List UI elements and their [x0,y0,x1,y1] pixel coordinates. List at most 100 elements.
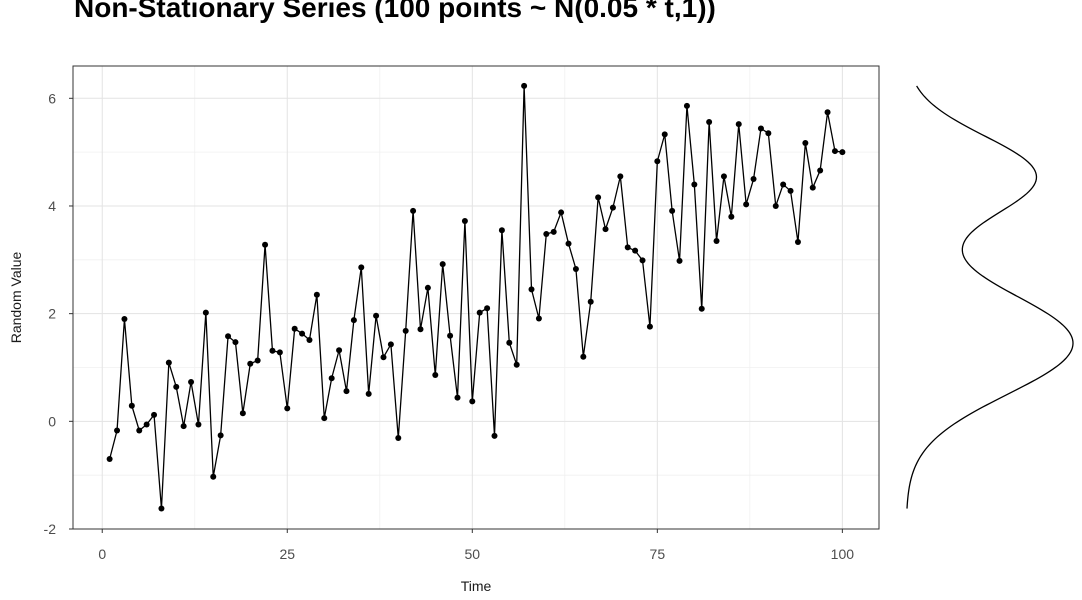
data-point [128,402,135,409]
data-point [276,349,283,356]
y-tick-label: 6 [48,90,56,106]
data-point [572,265,579,272]
data-point [683,102,690,109]
data-point [417,326,424,333]
data-point [254,357,261,364]
data-point [336,347,343,354]
data-point [543,230,550,237]
data-point [350,317,357,324]
data-point [365,390,372,397]
data-point [439,261,446,268]
data-point [661,131,668,138]
data-point [624,244,631,251]
data-point [757,125,764,132]
data-point [713,237,720,244]
data-point [550,228,557,235]
data-point [506,339,513,346]
data-point [225,333,232,340]
data-point [143,421,150,428]
series-line [109,85,843,509]
data-point [743,201,750,208]
data-point [432,372,439,379]
marginal-density-curve [906,85,1074,509]
panel-border [72,65,880,530]
x-tick-label: 0 [98,546,106,562]
y-tick-label: 0 [48,413,56,429]
data-point [313,291,320,298]
data-point [595,194,602,201]
data-point [262,241,269,248]
data-point [817,167,824,174]
data-point [602,226,609,233]
x-axis-title: Time [461,578,492,594]
data-point [617,173,624,180]
data-point [676,257,683,264]
data-point [669,207,676,214]
data-point [239,410,246,417]
data-point [691,181,698,188]
y-tick-label: 4 [48,198,56,214]
data-point [284,405,291,412]
data-point [447,332,454,339]
data-point [232,339,239,346]
data-point [114,427,121,434]
data-point [535,315,542,322]
data-point [343,388,350,395]
data-point [158,505,165,512]
data-point [765,130,772,137]
data-point [772,202,779,209]
data-point [410,207,417,214]
grid [73,66,879,530]
data-point [787,187,794,194]
data-point [217,432,224,439]
data-point [565,240,572,247]
data-point [839,149,846,156]
data-point [780,181,787,188]
data-point [136,427,143,434]
data-point [328,375,335,382]
data-point [358,264,365,271]
data-point [373,312,380,319]
x-tick-label: 25 [279,546,295,562]
data-point [735,121,742,128]
data-point [469,398,476,405]
data-point [646,323,653,330]
data-point [151,411,158,418]
data-point [402,327,409,334]
data-point [632,247,639,254]
data-point [387,341,394,348]
data-point [802,139,809,146]
data-point [165,359,172,366]
data-point [269,347,276,354]
data-point [639,257,646,264]
data-point [247,360,254,367]
y-tick-label: -2 [44,521,57,537]
data-point [306,337,313,344]
data-point [106,456,113,463]
data-point [698,305,705,312]
data-point [188,379,195,386]
y-axis-title: Random Value [8,252,24,344]
data-point [380,354,387,361]
data-point [210,473,217,480]
chart-title: Non-Stationary Series (100 points ~ N(0.… [74,0,716,23]
data-point [180,423,187,430]
data-point [424,284,431,291]
data-point [321,415,328,422]
series-points [106,82,846,512]
data-point [498,227,505,234]
data-point [173,383,180,390]
x-tick-label: 50 [465,546,481,562]
data-point [558,209,565,216]
data-point [454,394,461,401]
data-point [461,218,468,225]
data-point [654,158,661,165]
data-point [121,316,128,323]
data-point [484,305,491,312]
data-point [291,325,298,332]
data-point [521,82,528,89]
data-point [728,213,735,220]
data-point [609,204,616,211]
data-point [202,309,209,316]
